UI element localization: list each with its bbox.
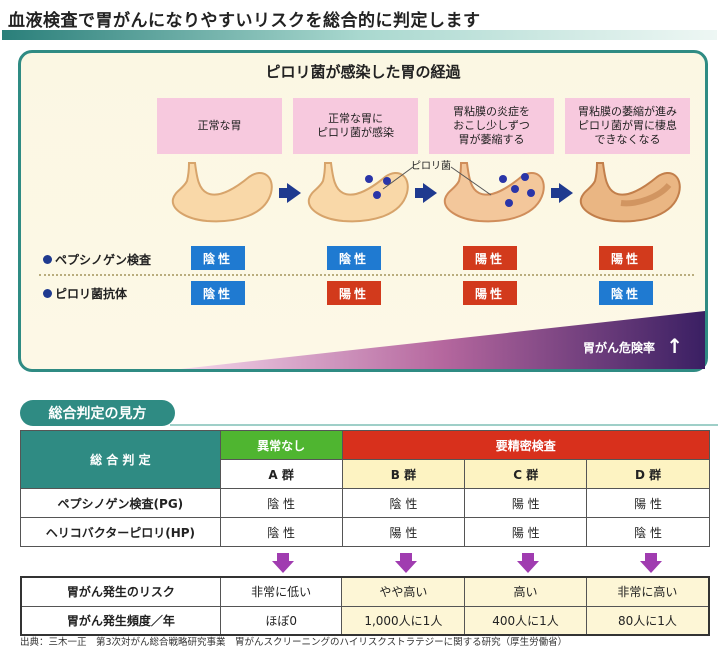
result-badge: 陰性 <box>599 281 653 305</box>
stage-4-label: 胃粘膜の萎縮が進み ピロリ菌が胃に棲息 できなくなる <box>565 98 690 154</box>
table-row: ヘリコバクターピロリ(HP) 陰 性 陽 性 陽 性 陰 性 <box>20 517 710 547</box>
table-cell: 陽 性 <box>586 488 710 518</box>
table-row: 胃がん発生のリスク 非常に低い やや高い 高い 非常に高い <box>20 576 710 607</box>
source-citation: 出典：三木一正 第3次対がん総合戦略研究事業 胃がんスクリーニングのハイリスクス… <box>20 637 568 648</box>
judgement-table: 総 合 判 定 異常なし 要精密検査 A 群 B 群 C 群 D 群 ペプシノゲ… <box>20 430 711 547</box>
risk-label: 胃がん危険率 <box>582 341 655 355</box>
table-cell: 陽 性 <box>464 517 588 547</box>
result-badge: 陽性 <box>599 246 653 270</box>
pylori-antibody-row-label: ピロリ菌抗体 <box>43 285 127 302</box>
down-arrow-icon <box>272 553 294 573</box>
row-label: ヘリコバクターピロリ(HP) <box>20 517 221 547</box>
progress-arrow-icon <box>551 183 573 203</box>
stomach-normal-image <box>171 162 273 223</box>
pylori-label: ピロリ菌 <box>411 161 451 172</box>
pepsinogen-row-label: ペプシノゲン検査 <box>43 251 151 268</box>
panel-title: ピロリ菌が感染した胃の経過 <box>265 63 461 81</box>
group-normal-header: 異常なし <box>219 430 343 460</box>
progress-arrow-icon <box>279 183 301 203</box>
stage-1-label: 正常な胃 <box>157 98 282 154</box>
table-cell: やや高い <box>341 576 466 607</box>
down-arrow-icon <box>517 553 539 573</box>
result-badge: 陽性 <box>327 281 381 305</box>
stomach-infected-image <box>307 162 409 223</box>
section-title: 総合判定の見方 <box>20 400 175 426</box>
risk-gradient-wedge <box>181 311 705 369</box>
stage-3-label: 胃粘膜の炎症を おこし少しずつ 胃が萎縮する <box>429 98 554 154</box>
group-c-header: C 群 <box>464 459 588 489</box>
row-divider <box>39 274 694 276</box>
table-cell: 陰 性 <box>219 517 343 547</box>
page-title: 血液検査で胃がんになりやすいリスクを総合的に判定します <box>8 11 481 31</box>
down-arrow-icon <box>640 553 662 573</box>
table-header-label: 総 合 判 定 <box>20 430 221 489</box>
result-badge: 陰性 <box>191 281 245 305</box>
row-label: 胃がん発生のリスク <box>20 576 221 607</box>
result-badge: 陽性 <box>463 281 517 305</box>
group-a-header: A 群 <box>219 459 343 489</box>
table-row: 胃がん発生頻度／年 ほぼ0 1,000人に1人 400人に1人 80人に1人 <box>20 605 710 636</box>
section-underline <box>170 424 718 426</box>
table-cell: 1,000人に1人 <box>341 605 466 636</box>
table-cell: 陰 性 <box>219 488 343 518</box>
table-cell: 400人に1人 <box>464 605 587 636</box>
table-cell: 陰 性 <box>341 488 466 518</box>
title-underline <box>2 30 717 40</box>
table-cell: 陽 性 <box>464 488 588 518</box>
table-cell: ほぼ0 <box>219 605 343 636</box>
table-cell: 陰 性 <box>586 517 710 547</box>
stomach-inflamed-image <box>443 162 545 223</box>
group-detailed-header: 要精密検査 <box>341 430 711 460</box>
progress-arrow-icon <box>415 183 437 203</box>
result-badge: 陰性 <box>191 246 245 270</box>
pylori-pointer-lines <box>382 166 492 196</box>
table-cell: 80人に1人 <box>585 605 710 636</box>
table-row: ペプシノゲン検査(PG) 陰 性 陰 性 陽 性 陽 性 <box>20 488 710 518</box>
table-cell: 非常に高い <box>585 576 710 607</box>
row-label: ペプシノゲン検査(PG) <box>20 488 221 518</box>
stomach-atrophic-image <box>579 162 681 223</box>
risk-table: 胃がん発生のリスク 非常に低い やや高い 高い 非常に高い 胃がん発生頻度／年 … <box>20 576 710 636</box>
result-badge: 陰性 <box>327 246 381 270</box>
group-b-header: B 群 <box>341 459 466 489</box>
stage-2-label: 正常な胃に ピロリ菌が感染 <box>293 98 418 154</box>
down-arrow-icon <box>395 553 417 573</box>
table-cell: 非常に低い <box>219 576 343 607</box>
group-d-header: D 群 <box>586 459 710 489</box>
up-arrow-icon: ↑ <box>666 334 683 358</box>
row-label: 胃がん発生頻度／年 <box>20 605 221 636</box>
infection-progress-panel: ピロリ菌が感染した胃の経過 正常な胃 正常な胃に ピロリ菌が感染 胃粘膜の炎症を… <box>18 50 708 372</box>
table-cell: 高い <box>464 576 587 607</box>
result-badge: 陽性 <box>463 246 517 270</box>
table-cell: 陽 性 <box>341 517 466 547</box>
